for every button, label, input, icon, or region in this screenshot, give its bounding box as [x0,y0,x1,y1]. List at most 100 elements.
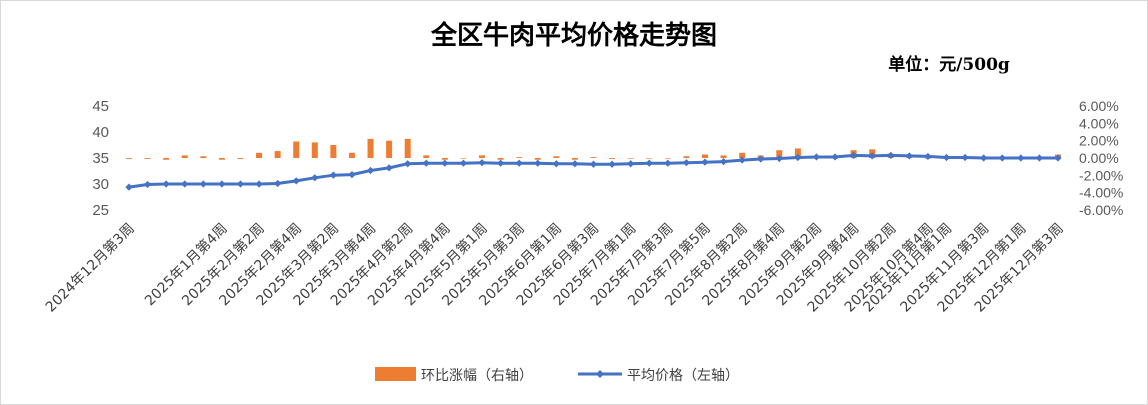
bar-mark [571,158,578,160]
price-point [627,160,635,168]
price-line [128,153,1058,189]
legend-line-label: 平均价格（左轴） [627,368,739,384]
bar-mark [664,158,671,159]
price-point [794,153,802,162]
price-point [775,154,783,163]
bar-mark [516,157,523,158]
bar-mark [553,156,560,158]
price-point [664,159,672,167]
price-point [199,180,207,188]
y-right-tick-label: -6.00% [1079,202,1123,218]
price-point [329,171,337,179]
price-point [366,166,375,175]
price-point [441,159,449,167]
y-right-tick-label: 2.00% [1079,133,1119,149]
price-point [218,180,226,188]
price-point [682,159,690,167]
price-point [274,179,282,188]
bar-mark [218,158,225,160]
bar-mark [126,158,132,159]
bar-mark [739,152,746,158]
bar-mark [479,155,486,158]
price-point [162,180,170,188]
price-point [868,152,876,160]
price-point [998,154,1006,162]
price-point [961,153,969,162]
price-point [608,160,616,168]
bar-mark [776,150,783,158]
legend: 环比涨幅（右轴） 平均价格（左轴） [375,367,739,384]
price-point [255,180,263,188]
y-right-tick-label: 4.00% [1079,115,1119,131]
bar-mark [683,156,690,158]
bar-mark [330,145,337,158]
price-point [905,152,913,160]
price-point [125,183,133,191]
bar-mark [627,158,634,159]
price-point [311,174,319,182]
price-point [552,160,560,168]
price-point [887,151,895,159]
bar-mark [348,152,355,158]
price-point [404,160,412,168]
price-point [831,153,839,161]
bar-mark [441,158,448,160]
plot-area: 25 30 35 40 45 -6.00%-4.00% -2.00%0.00%2.00% 4.… [42,98,1123,316]
price-point [497,159,505,167]
y-left-tick-label: 35 [92,150,109,167]
bar-mark [293,141,300,158]
price-point [980,154,988,162]
bar-mark [701,154,708,158]
price-point [645,159,653,167]
price-point [143,180,152,189]
price-point [348,171,356,179]
bar-mark [256,152,263,158]
bar-mark [590,157,597,158]
bar-mark [609,158,616,159]
y-left-tick-label: 25 [92,202,109,219]
price-point [757,155,765,163]
price-point [292,177,300,185]
price-point [1035,154,1044,162]
bar-mark [720,155,727,158]
bar-mark [794,148,801,158]
price-point [589,160,598,168]
price-point [515,159,523,167]
bar-mark [423,155,430,158]
price-point [701,158,709,166]
y-left-tick-label: 30 [92,176,109,193]
price-point [181,180,189,188]
bar-mark [311,142,318,158]
price-point [534,159,542,167]
bar-mark [646,158,653,159]
x-tick-label: 2024年12月第3周 [42,220,138,316]
price-point [850,151,858,159]
legend-bar-label: 环比涨幅（右轴） [421,368,533,384]
bar-mark [163,158,170,160]
bar-mark [237,158,244,159]
y-right-tick-label: 0.00% [1079,150,1119,166]
bar-mark [144,158,151,159]
price-point [1054,154,1062,162]
bar-mark [181,155,188,158]
y-right-tick-label: 6.00% [1079,98,1119,114]
price-point [422,159,430,167]
price-point [571,160,579,168]
bar-mark [497,158,504,160]
price-point [924,152,932,161]
bar-mark [367,138,374,158]
chart-title: 全区牛肉平均价格走势图 [430,20,717,51]
price-point [478,159,486,167]
bar-mark [534,158,541,160]
y-right-tick-label: -4.00% [1079,185,1123,201]
bar-mark [200,156,207,158]
price-point [738,156,746,164]
price-point [942,153,951,162]
legend-line-marker [596,370,604,378]
legend-bar-swatch [375,367,416,381]
price-point [1017,154,1025,162]
bar-mark [404,138,411,158]
price-point [719,158,728,166]
